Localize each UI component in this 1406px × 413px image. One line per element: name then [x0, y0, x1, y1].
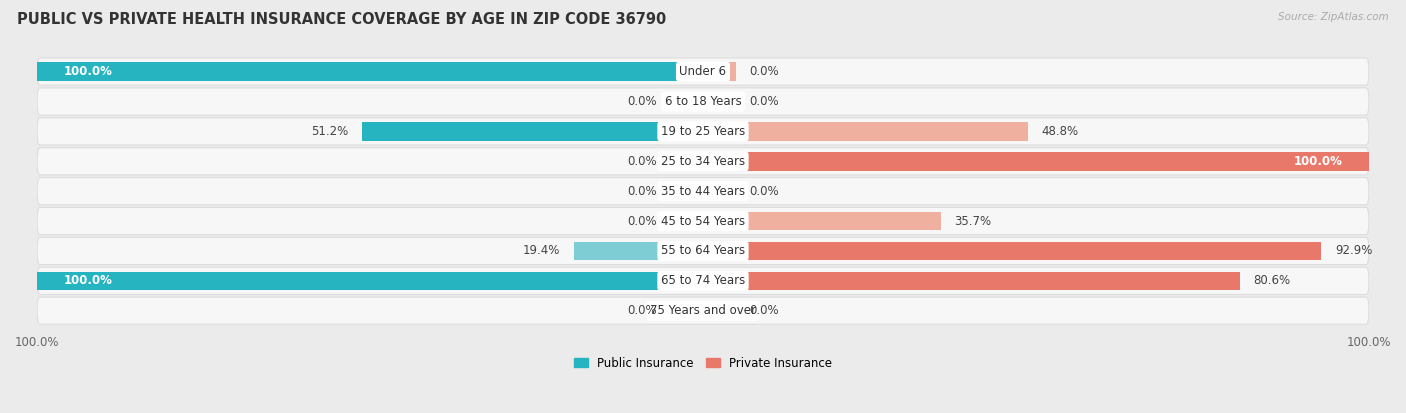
Bar	[703, 272, 1240, 290]
Bar	[703, 301, 737, 320]
FancyBboxPatch shape	[37, 118, 1369, 145]
Text: 55 to 64 Years: 55 to 64 Years	[661, 244, 745, 257]
Text: 80.6%: 80.6%	[1253, 274, 1291, 287]
Text: 0.0%: 0.0%	[627, 95, 657, 108]
FancyBboxPatch shape	[37, 178, 1369, 205]
Text: 92.9%: 92.9%	[1334, 244, 1372, 257]
Bar	[703, 242, 1322, 260]
FancyBboxPatch shape	[37, 237, 1369, 265]
Bar	[37, 272, 703, 290]
Text: 25 to 34 Years: 25 to 34 Years	[661, 155, 745, 168]
Text: 19.4%: 19.4%	[523, 244, 561, 257]
Text: Source: ZipAtlas.com: Source: ZipAtlas.com	[1278, 12, 1389, 22]
Text: 45 to 54 Years: 45 to 54 Years	[661, 214, 745, 228]
Text: PUBLIC VS PRIVATE HEALTH INSURANCE COVERAGE BY AGE IN ZIP CODE 36790: PUBLIC VS PRIVATE HEALTH INSURANCE COVER…	[17, 12, 666, 27]
Text: 0.0%: 0.0%	[627, 304, 657, 317]
Bar	[703, 122, 1028, 141]
FancyBboxPatch shape	[37, 267, 1369, 294]
Text: 48.8%: 48.8%	[1042, 125, 1078, 138]
FancyBboxPatch shape	[37, 148, 1369, 175]
Text: 75 Years and over: 75 Years and over	[650, 304, 756, 317]
Bar	[669, 92, 703, 111]
Bar	[363, 122, 703, 141]
Text: 0.0%: 0.0%	[749, 65, 779, 78]
Bar	[703, 92, 737, 111]
Bar	[669, 182, 703, 200]
Bar	[37, 62, 703, 81]
FancyBboxPatch shape	[37, 58, 1369, 85]
Legend: Public Insurance, Private Insurance: Public Insurance, Private Insurance	[569, 352, 837, 374]
Text: 0.0%: 0.0%	[749, 304, 779, 317]
Bar	[669, 301, 703, 320]
Text: 0.0%: 0.0%	[749, 95, 779, 108]
Text: 0.0%: 0.0%	[627, 155, 657, 168]
Bar	[703, 212, 941, 230]
Bar	[703, 182, 737, 200]
Text: 100.0%: 100.0%	[1294, 155, 1343, 168]
FancyBboxPatch shape	[37, 207, 1369, 235]
Text: 19 to 25 Years: 19 to 25 Years	[661, 125, 745, 138]
FancyBboxPatch shape	[37, 88, 1369, 115]
Bar	[703, 62, 737, 81]
Text: 65 to 74 Years: 65 to 74 Years	[661, 274, 745, 287]
Text: 51.2%: 51.2%	[312, 125, 349, 138]
Text: 0.0%: 0.0%	[627, 185, 657, 198]
Text: Under 6: Under 6	[679, 65, 727, 78]
Text: 0.0%: 0.0%	[749, 185, 779, 198]
Text: 35.7%: 35.7%	[955, 214, 991, 228]
Bar	[574, 242, 703, 260]
Bar	[703, 152, 1369, 171]
Text: 0.0%: 0.0%	[627, 214, 657, 228]
Bar	[669, 152, 703, 171]
Bar	[669, 212, 703, 230]
Text: 100.0%: 100.0%	[63, 65, 112, 78]
Text: 100.0%: 100.0%	[63, 274, 112, 287]
FancyBboxPatch shape	[37, 297, 1369, 324]
Text: 6 to 18 Years: 6 to 18 Years	[665, 95, 741, 108]
Text: 35 to 44 Years: 35 to 44 Years	[661, 185, 745, 198]
